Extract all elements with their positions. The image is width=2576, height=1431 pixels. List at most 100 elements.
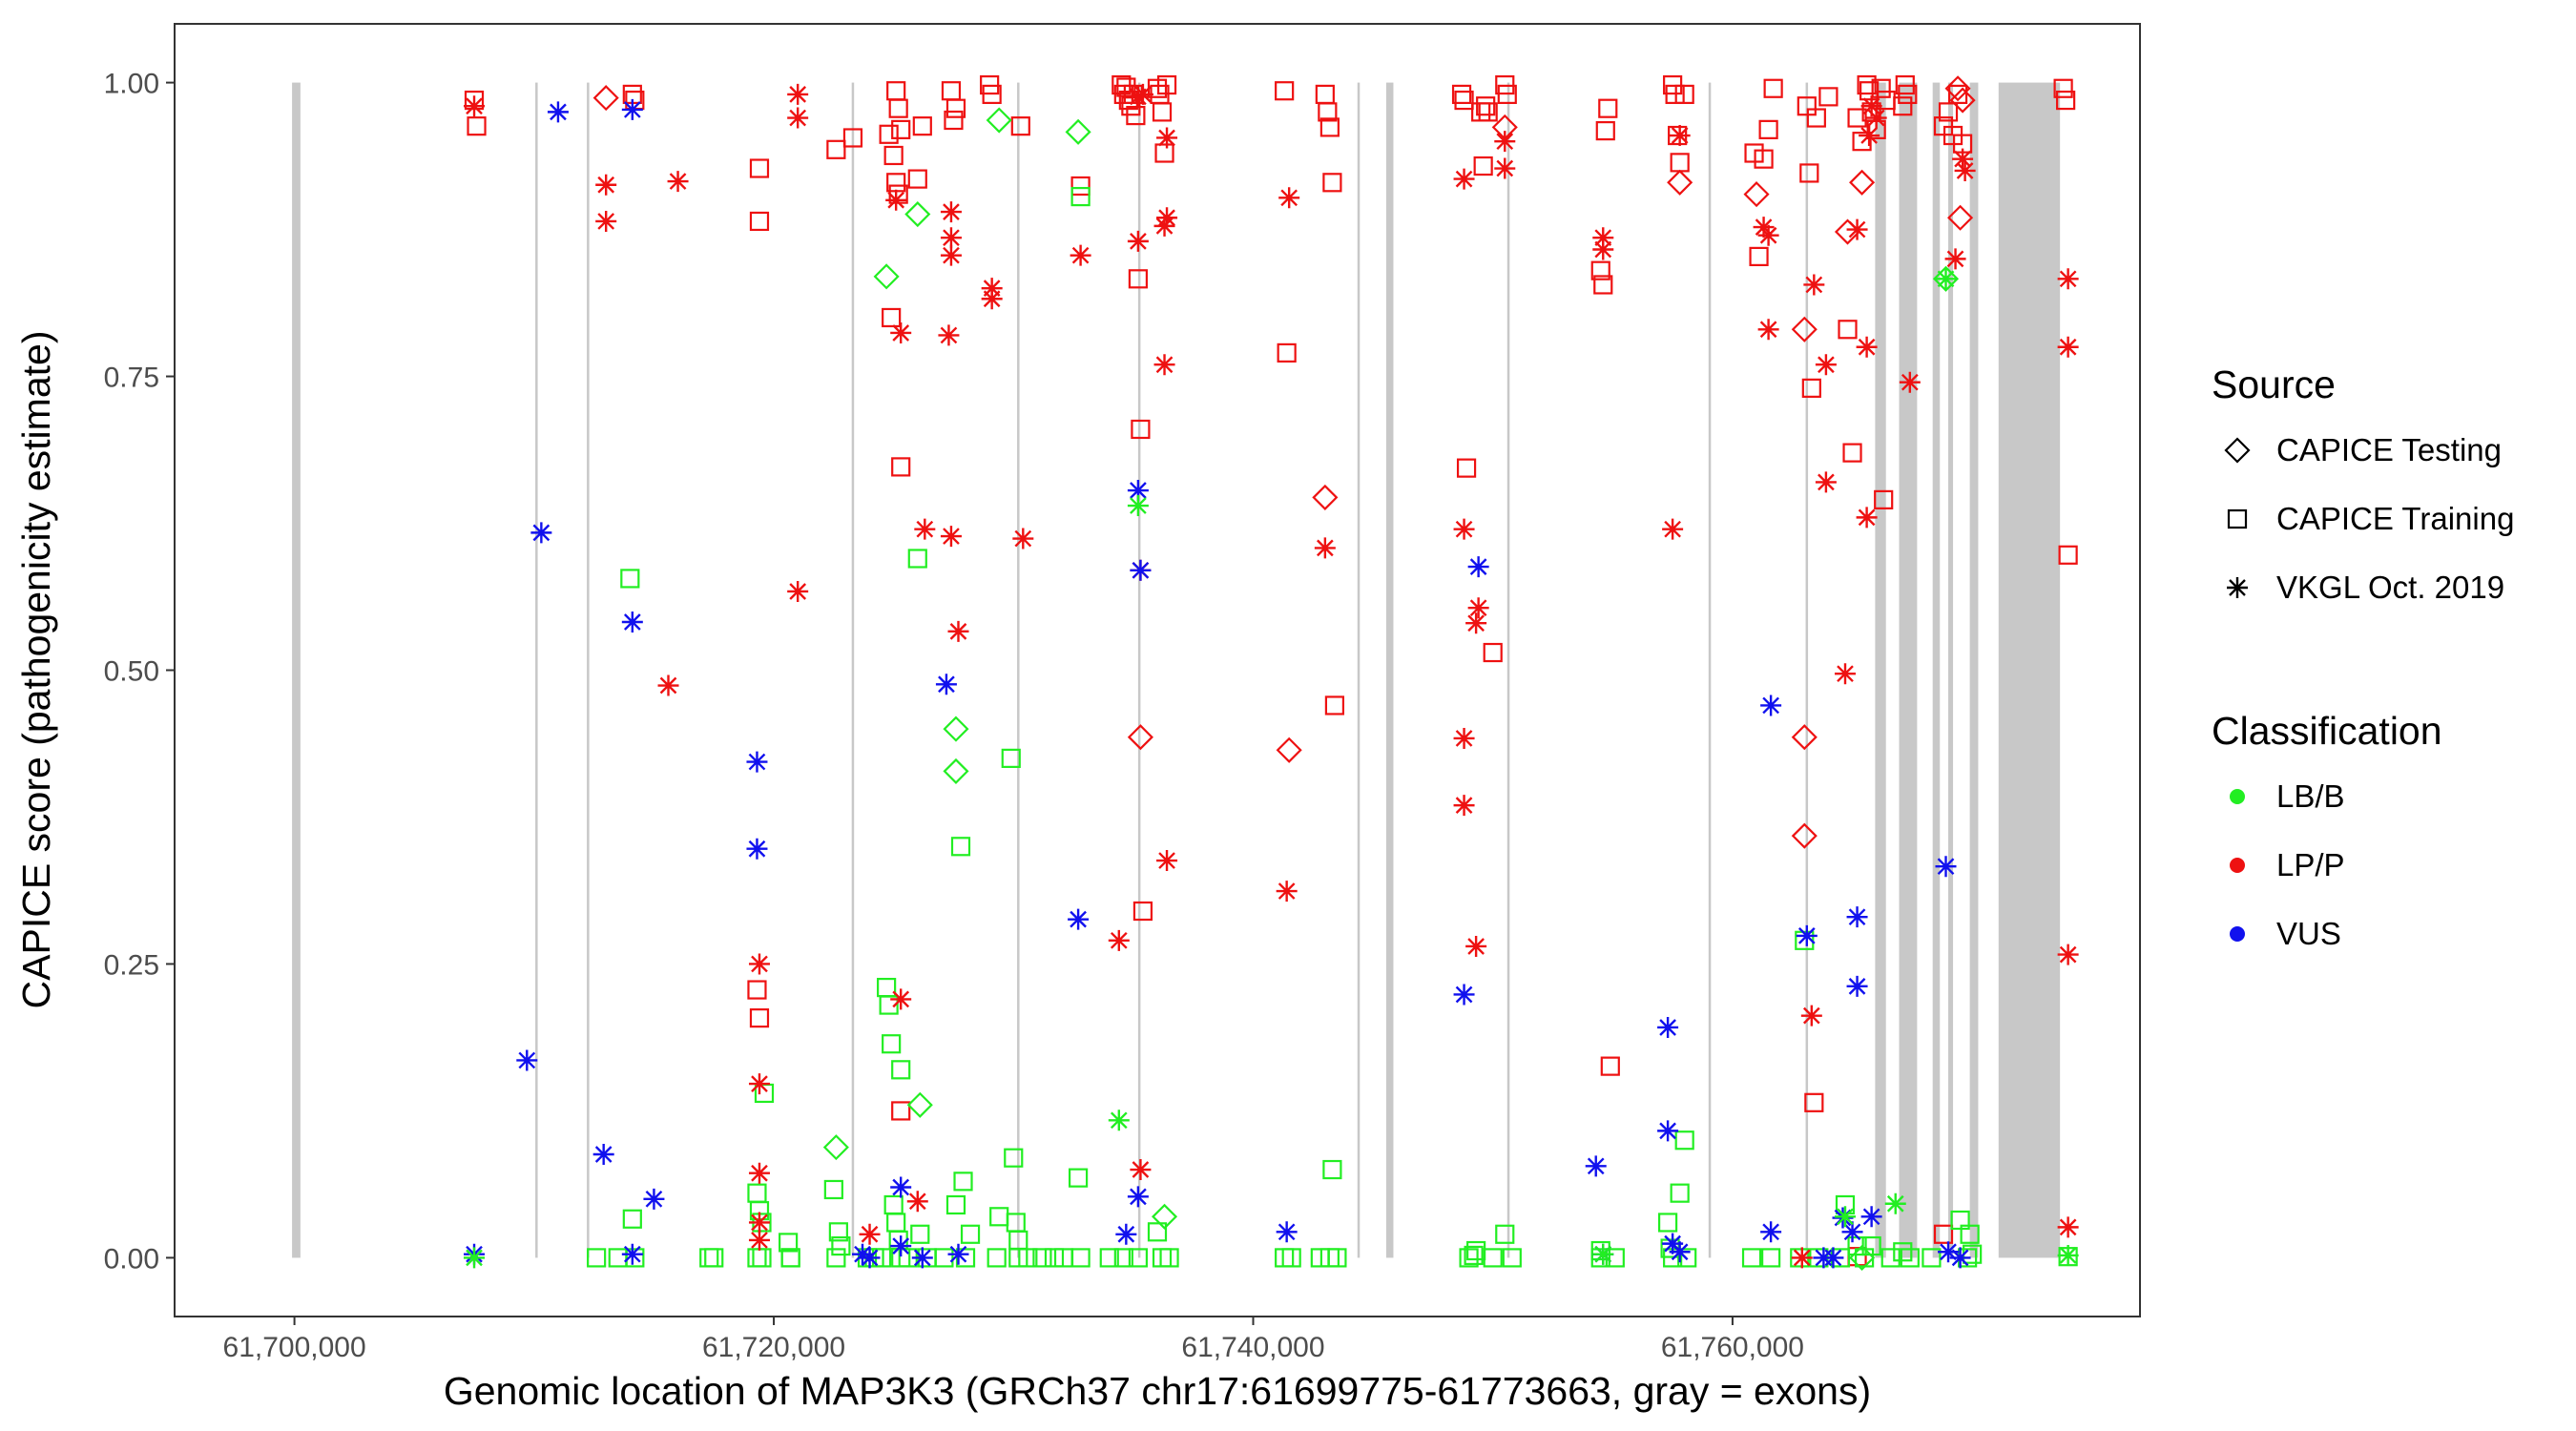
data-point xyxy=(1126,105,1146,126)
data-point xyxy=(950,837,971,857)
data-point xyxy=(1068,1168,1089,1188)
data-point xyxy=(2057,336,2079,358)
data-point xyxy=(1657,1016,1679,1038)
data-point xyxy=(1754,149,1774,169)
y-tick-label: 0.75 xyxy=(104,363,159,394)
data-point xyxy=(934,1248,954,1268)
data-point xyxy=(890,321,912,343)
data-point xyxy=(749,1008,770,1028)
data-point xyxy=(1947,204,1974,231)
data-point xyxy=(1935,268,1957,290)
data-point xyxy=(953,1172,973,1192)
data-point xyxy=(891,457,911,477)
data-point xyxy=(1312,484,1339,510)
data-point xyxy=(1099,1248,1119,1268)
data-point xyxy=(748,1073,770,1095)
data-point xyxy=(1669,125,1691,147)
exon-band xyxy=(1708,82,1712,1258)
data-point xyxy=(986,107,1012,134)
data-point xyxy=(1465,935,1487,957)
data-point xyxy=(1467,597,1489,619)
data-point xyxy=(904,200,931,228)
x-axis-title: Genomic location of MAP3K3 (GRCh37 chr17… xyxy=(444,1369,1871,1413)
data-point xyxy=(1677,1248,1697,1268)
data-point xyxy=(1804,1092,1824,1112)
data-point xyxy=(1154,143,1174,163)
data-point xyxy=(625,1248,645,1268)
data-point xyxy=(1159,1248,1179,1268)
data-point xyxy=(1592,238,1614,260)
data-point xyxy=(1319,117,1340,137)
data-point xyxy=(749,211,770,232)
data-point xyxy=(1791,822,1818,849)
data-point xyxy=(516,1049,538,1071)
legend-class-label: VUS xyxy=(2276,916,2341,951)
data-point xyxy=(1592,227,1614,249)
data-point xyxy=(1012,528,1034,550)
data-point xyxy=(467,116,487,136)
legend-color-dot-icon xyxy=(2230,858,2245,873)
data-point xyxy=(592,1144,614,1166)
data-point xyxy=(1838,320,1858,340)
data-point xyxy=(749,158,770,178)
legend-class-entries: LB/B LP/P VUS xyxy=(2230,778,2345,951)
data-point xyxy=(1949,87,1976,114)
data-point xyxy=(547,101,569,123)
legend-class-label: LB/B xyxy=(2276,778,2345,814)
data-point xyxy=(1899,371,1921,393)
data-point xyxy=(1857,74,1877,95)
data-point xyxy=(826,1248,846,1268)
data-point xyxy=(943,716,969,742)
data-point xyxy=(1130,1159,1152,1181)
data-point xyxy=(787,107,809,129)
data-point xyxy=(940,526,962,548)
data-point xyxy=(748,1229,770,1251)
data-points xyxy=(464,74,2079,1271)
data-point xyxy=(1670,1183,1690,1203)
data-point xyxy=(1454,90,1474,111)
data-point xyxy=(1276,881,1298,902)
data-point xyxy=(826,139,846,159)
data-point xyxy=(1483,642,1503,663)
data-point xyxy=(1127,1186,1149,1208)
data-point xyxy=(620,569,640,589)
data-point xyxy=(1494,131,1516,153)
exon-band xyxy=(1805,82,1809,1258)
data-point xyxy=(1132,901,1153,922)
data-point xyxy=(1478,102,1498,122)
data-point xyxy=(907,549,927,569)
data-point xyxy=(1151,1203,1178,1230)
data-point xyxy=(1070,176,1091,197)
data-point xyxy=(859,1223,881,1245)
data-point xyxy=(960,1224,981,1244)
data-point xyxy=(831,1235,851,1256)
exon-band xyxy=(1875,82,1886,1258)
data-point xyxy=(1932,265,1960,292)
data-point xyxy=(882,307,902,328)
data-point xyxy=(1846,906,1868,928)
data-point xyxy=(1835,1206,1856,1228)
data-point xyxy=(1842,443,1862,463)
data-point xyxy=(1153,354,1175,376)
data-point xyxy=(667,171,689,193)
data-point xyxy=(1758,119,1778,139)
data-point xyxy=(1131,419,1151,440)
data-point xyxy=(1600,1056,1620,1076)
data-point xyxy=(1799,163,1819,183)
legend: Source Classification CAPICE TestingCAPI… xyxy=(2212,363,2514,951)
data-point xyxy=(1815,354,1837,376)
data-point xyxy=(787,580,809,602)
data-point xyxy=(1491,114,1518,140)
data-point xyxy=(1760,695,1782,716)
data-point xyxy=(1662,518,1684,540)
data-point xyxy=(879,995,899,1015)
data-point xyxy=(891,119,911,139)
data-point xyxy=(1761,1248,1781,1268)
data-point xyxy=(890,1176,912,1198)
data-point xyxy=(2058,545,2078,565)
data-point xyxy=(621,1243,643,1265)
data-point xyxy=(891,1101,911,1121)
data-point xyxy=(1464,1245,1484,1266)
data-point xyxy=(1324,695,1345,716)
